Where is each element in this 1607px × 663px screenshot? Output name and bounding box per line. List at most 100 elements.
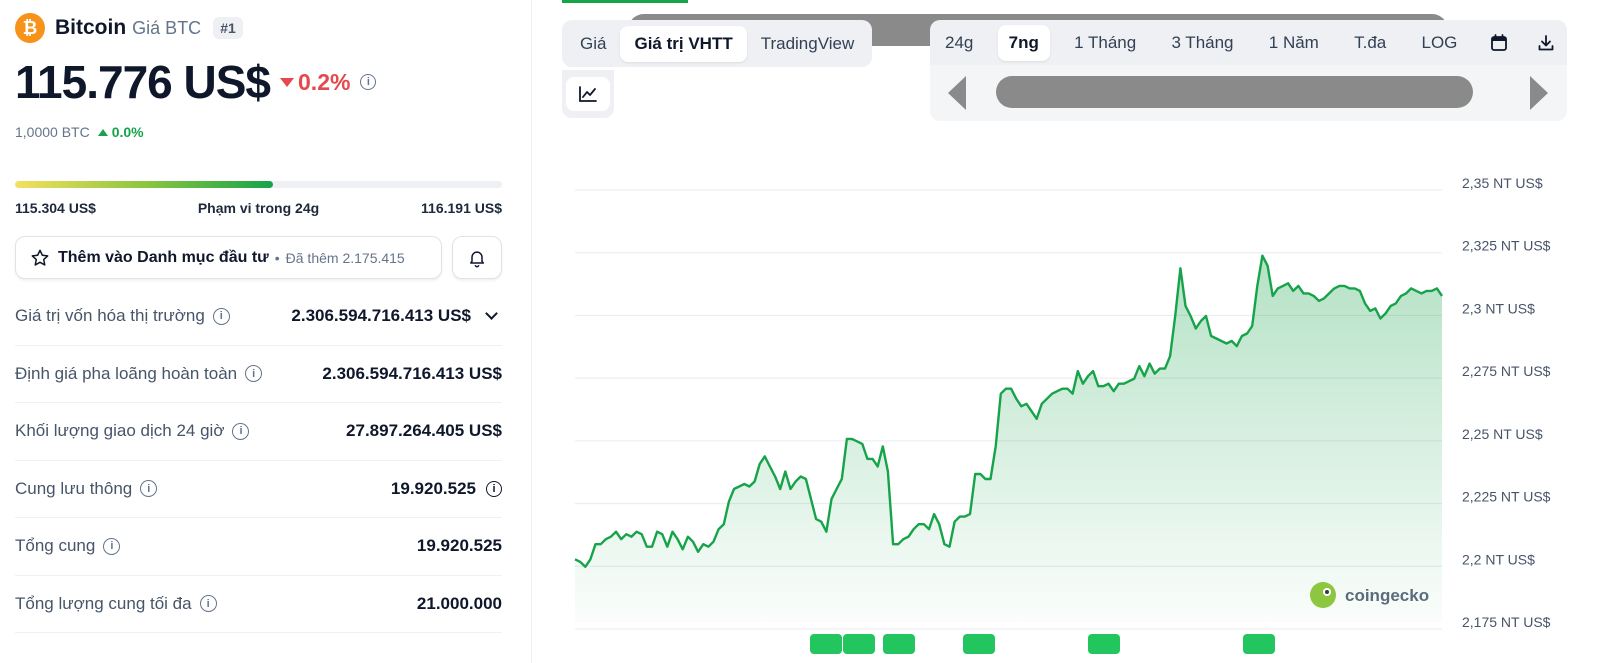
btc-price: 1,0000 BTC [15, 124, 90, 140]
star-icon [31, 249, 49, 266]
y-tick-label: 2,325 NT US$ [1462, 238, 1551, 254]
portfolio-added-count: Đã thêm 2.175.415 [285, 249, 405, 266]
info-icon[interactable]: i [486, 480, 502, 497]
stat-value: 27.897.264.405 US$ [346, 421, 502, 441]
coin-header: ₿ Bitcoin Giá BTC #1 [15, 13, 243, 43]
y-tick-label: 2,275 NT US$ [1462, 363, 1551, 379]
price-alert-button[interactable] [452, 236, 502, 279]
tab-24h[interactable]: 24g [945, 32, 974, 52]
stat-label: Tổng cung i [15, 536, 121, 556]
price-change-value: 0.2% [298, 68, 351, 95]
info-icon[interactable]: i [140, 480, 158, 498]
stat-value-text: 19.920.525 [390, 478, 476, 498]
time-range-tabs: 24g 7ng 1 Tháng 3 Tháng 1 Năm T.đa LOG [930, 20, 1567, 65]
tab-1y[interactable]: 1 Năm [1268, 32, 1319, 52]
tab-price[interactable]: Giá [580, 33, 607, 53]
tab-3m[interactable]: 3 Tháng [1171, 32, 1234, 52]
stat-row-fdv: Định giá pha loãng hoàn toàn i 2.306.594.… [15, 346, 502, 403]
stat-row-market-cap: Giá trị vốn hóa thị trường i 2.306.594.71… [15, 288, 502, 346]
add-to-portfolio-label: Thêm vào Danh mục đầu tư [58, 248, 269, 266]
active-section-indicator [562, 0, 688, 3]
add-to-portfolio-button[interactable]: Thêm vào Danh mục đầu tư • Đã thêm 2.175… [15, 236, 442, 279]
y-tick-label: 2,2 NT US$ [1462, 551, 1535, 567]
stat-label-text: Giá trị vốn hóa thị trường [15, 306, 205, 326]
range-low: 115.304 US$ [15, 200, 96, 216]
scroll-left-arrow-icon[interactable] [948, 76, 966, 110]
bell-icon [470, 250, 484, 267]
range-scroller-thumb[interactable] [996, 76, 1473, 108]
stat-value: 21.000.000 [417, 594, 502, 614]
stat-value-text: 2.306.594.716.413 US$ [322, 363, 502, 383]
stat-row-circulating-supply: Cung lưu thông i 19.920.525 i [15, 461, 502, 518]
price-change-24h: 0.2% [280, 69, 350, 96]
range-24h-labels: 115.304 US$ Phạm vi trong 24g 116.191 US… [15, 200, 502, 216]
line-chart-icon [579, 86, 597, 102]
event-marker-badge[interactable] [1088, 634, 1120, 654]
event-marker-badge[interactable] [1243, 634, 1275, 654]
stat-value-text: 19.920.525 [416, 536, 502, 556]
chart-type-toggle [562, 70, 614, 118]
coin-subtitle: Giá BTC [132, 17, 202, 38]
stat-label-text: Khối lượng giao dịch 24 giờ [15, 421, 225, 441]
stat-value-text: 27.897.264.405 US$ [346, 421, 502, 441]
calendar-icon [1490, 33, 1507, 51]
watermark-text: coingecko [1345, 586, 1429, 605]
info-icon[interactable]: i [103, 537, 121, 555]
date-picker-button[interactable] [1482, 26, 1516, 60]
y-tick-label: 2,225 NT US$ [1462, 489, 1551, 505]
event-marker-badge[interactable] [843, 634, 875, 654]
bitcoin-logo-icon: ₿ [15, 13, 45, 43]
market-cap-chart[interactable]: 2,35 NT US$ 2,325 NT US$ 2,3 NT US$ 2,275 N… [560, 150, 1607, 663]
tab-7d[interactable]: 7ng [997, 24, 1050, 61]
caret-down-icon [280, 77, 295, 87]
event-marker-badge[interactable] [883, 634, 915, 654]
event-markers [810, 634, 1275, 654]
range-label: Phạm vi trong 24g [197, 200, 320, 216]
info-icon[interactable]: i [360, 74, 377, 90]
view-tabs: Giá Giá trị VHTT TradingView [562, 20, 873, 67]
portfolio-separator: • [274, 249, 280, 266]
price-row: 115.776 US$ 0.2% i [15, 55, 377, 109]
info-icon[interactable]: i [245, 365, 263, 383]
stat-value: 19.920.525 i [391, 479, 502, 499]
stat-label-text: Tổng lượng cung tối đa [15, 593, 192, 613]
download-button[interactable] [1529, 26, 1563, 60]
range-scroller [930, 65, 1567, 121]
stat-label: Giá trị vốn hóa thị trường i [15, 306, 230, 326]
stat-row-max-supply: Tổng lượng cung tối đa i 21.000.000 [15, 576, 502, 633]
info-icon[interactable]: i [232, 422, 250, 440]
y-tick-label: 2,35 NT US$ [1462, 175, 1543, 191]
line-chart-button[interactable] [566, 77, 610, 111]
stat-row-total-supply: Tổng cung i 19.920.525 [15, 518, 502, 576]
bitcoin-logo-glyph: ₿ [22, 17, 38, 38]
coin-price: 115.776 US$ [15, 56, 271, 108]
stat-value[interactable]: 2.306.594.716.413 US$ [291, 306, 502, 326]
stat-value-text: 2.306.594.716.413 US$ [291, 306, 471, 326]
range-high: 116.191 US$ [421, 200, 502, 216]
download-icon [1538, 34, 1554, 50]
btc-change: 0.0% [97, 124, 144, 140]
gecko-pupil [1325, 590, 1329, 594]
coin-info-panel: ₿ Bitcoin Giá BTC #1 115.776 US$ 0.2% i … [0, 0, 532, 663]
info-icon[interactable]: i [212, 307, 230, 325]
y-tick-label: 2,25 NT US$ [1462, 426, 1543, 442]
stat-label: Cung lưu thông i [15, 478, 158, 499]
stat-label-text: Cung lưu thông [15, 478, 133, 498]
tab-log[interactable]: LOG [1421, 32, 1458, 52]
tab-tradingview[interactable]: TradingView [760, 33, 855, 53]
y-tick-label: 2,175 NT US$ [1462, 614, 1551, 630]
event-marker-badge[interactable] [963, 634, 995, 654]
range-24h-fill [15, 181, 274, 188]
tab-market-cap[interactable]: Giá trị VHTT [620, 25, 747, 62]
event-marker-badge[interactable] [810, 634, 842, 654]
info-icon[interactable]: i [199, 595, 217, 613]
tab-1m[interactable]: 1 Tháng [1074, 32, 1137, 52]
stat-value: 19.920.525 [417, 536, 502, 556]
chart-area-fill [575, 255, 1442, 622]
stat-label: Định giá pha loãng hoàn toàn i [15, 364, 263, 384]
btc-change-value: 0.0% [111, 124, 144, 140]
tab-max[interactable]: T.đa [1354, 32, 1387, 52]
stat-value-text: 21.000.000 [416, 593, 502, 613]
scroll-right-arrow-icon[interactable] [1530, 76, 1548, 110]
stat-label-text: Tổng cung [15, 536, 96, 556]
